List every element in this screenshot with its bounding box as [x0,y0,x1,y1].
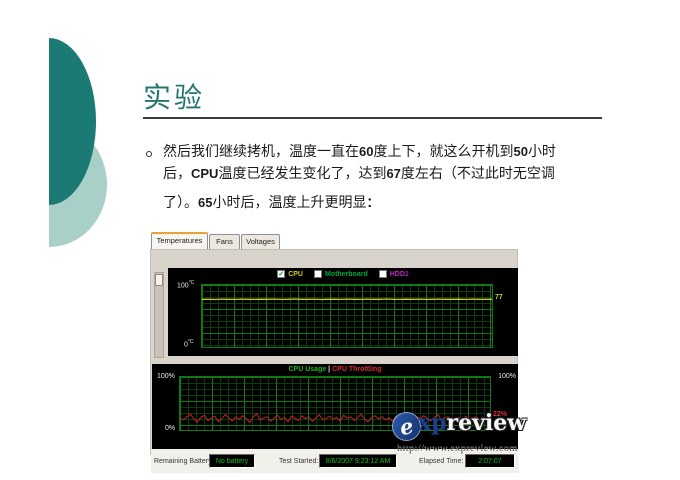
temp-axis-max: 100°C [177,280,195,290]
legend-label-motherboard: Motherboard [324,270,368,278]
temp-current-value: 77 [495,294,503,301]
legend-item-cpu[interactable]: ✓ CPU [277,270,303,278]
usage-plot-area [179,376,491,431]
monitor-panel: ✓ CPU Motherboard HDD1 100°C [150,249,519,473]
test-started-value: 8/6/2007 9:23:12 AM [319,454,397,468]
test-started-label: Test Started: [279,458,319,465]
bullet-icon [146,151,152,157]
battery-value: No battery [209,454,255,468]
tab-voltages[interactable]: Voltages [241,234,280,249]
elapsed-time-value: 2:07:07 [465,454,515,468]
title-separator: | [326,366,333,373]
watermark: e xpreview http://www.expreview.com [389,409,526,457]
cpu-temp-line [202,298,492,301]
cpu-usage-label: CPU Usage [288,366,327,373]
tab-temperatures[interactable]: Temperatures [151,232,208,249]
usage-axis-max-left: 100% [157,373,175,380]
monitor-app: Temperatures Fans Voltages ✓ CPU Motherb… [150,232,519,473]
page-title: 实验 [143,81,206,114]
usage-axis-min: 0% [165,425,176,432]
legend-item-motherboard[interactable]: Motherboard [313,270,368,278]
watermark-url: http://www.expreview.com [397,443,518,454]
temp-plot-area [201,284,493,348]
temp-axis-min: 0°C [184,339,194,349]
hdd1-checkbox-icon[interactable] [378,270,387,278]
temperature-chart: ✓ CPU Motherboard HDD1 100°C [168,268,518,356]
vertical-scrollbar[interactable] [154,272,164,358]
brand-review: review [446,410,527,436]
legend-item-hdd1[interactable]: HDD1 [378,270,409,278]
scrollbar-thumb[interactable] [155,274,163,286]
elapsed-time-label: Elapsed Time: [419,458,464,465]
title-divider [143,117,602,119]
chart-legend: ✓ CPU Motherboard HDD1 [168,270,518,278]
watermark-brand: xpreview [418,410,526,436]
usage-current-value: 22% [493,411,508,418]
brand-xp: xp [418,410,447,436]
legend-label-hdd1: HDD1 [389,270,409,278]
cpu-checkbox-icon[interactable]: ✓ [277,270,286,278]
motherboard-checkbox-icon[interactable] [313,270,322,278]
usage-axis-max-right: 100% [498,373,516,380]
tab-fans[interactable]: Fans [209,234,240,249]
cpu-throttling-label: CPU Throttling [332,366,382,373]
cpu-usage-line [180,412,490,424]
usage-chart-title: CPU Usage | CPU Throttling [152,366,518,373]
battery-label: Remaining Battery: [154,458,214,465]
status-bar: Remaining Battery: No battery Test Start… [151,449,519,473]
bullet-paragraph: 然后我们继续拷机，温度一直在60度上下，就这么开机到50小时 后，CPU温度已经发… [163,144,556,211]
legend-label-cpu: CPU [288,270,303,278]
cpu-usage-chart: CPU Usage | CPU Throttling 100% 100% 0% … [152,364,518,449]
